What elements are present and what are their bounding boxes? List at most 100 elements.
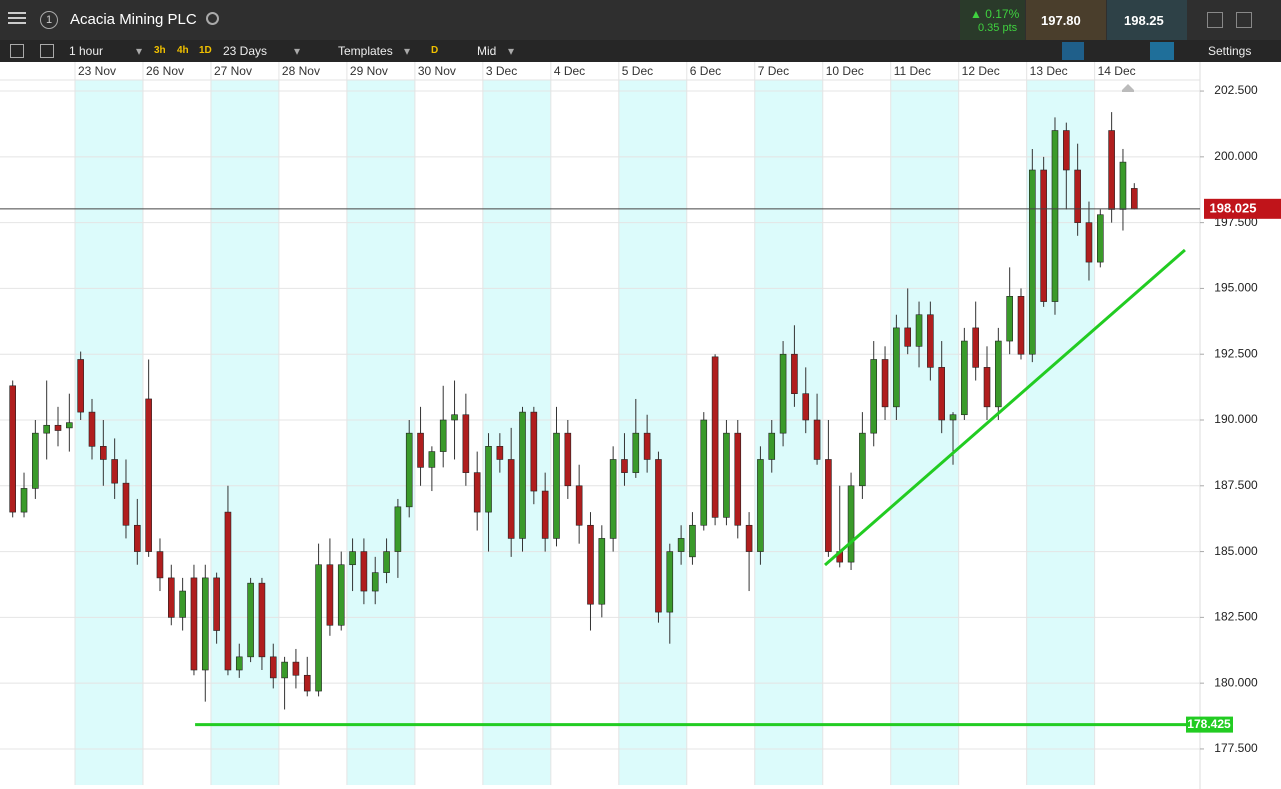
candle-body bbox=[643, 432, 651, 460]
buy-button[interactable]: 198.25 bbox=[1107, 0, 1187, 40]
candle-body bbox=[201, 577, 209, 671]
session-shade bbox=[210, 80, 279, 785]
candle-body bbox=[915, 314, 923, 347]
session-shade bbox=[1026, 80, 1095, 785]
candle-body bbox=[9, 385, 16, 513]
candle-body bbox=[485, 446, 492, 513]
x-tick-label: 23 Nov bbox=[78, 64, 116, 78]
candle-body bbox=[394, 506, 402, 552]
session-shade bbox=[346, 80, 415, 785]
current-price-label: 198.025 bbox=[1210, 200, 1257, 215]
candle-body bbox=[43, 424, 50, 434]
candle-body bbox=[122, 482, 130, 526]
x-tick-label: 6 Dec bbox=[690, 64, 721, 78]
candle-body bbox=[655, 459, 662, 613]
candle-body bbox=[598, 538, 606, 605]
candle-body bbox=[496, 446, 504, 460]
interval-select[interactable]: 1 hour bbox=[69, 44, 104, 58]
candle-body bbox=[609, 459, 617, 539]
y-tick-label: 182.500 bbox=[1214, 610, 1258, 624]
candle-body bbox=[66, 422, 73, 429]
quick-interval[interactable]: 3h bbox=[154, 45, 166, 56]
candle-body bbox=[349, 551, 356, 566]
quick-interval[interactable]: 4h bbox=[177, 45, 189, 56]
candle-body bbox=[1051, 130, 1059, 302]
candle-body bbox=[949, 414, 957, 421]
settings-button[interactable]: Settings bbox=[1208, 44, 1252, 58]
badge-icon[interactable]: 1 bbox=[40, 11, 58, 29]
candle-body bbox=[179, 590, 186, 618]
candle-body bbox=[927, 314, 934, 368]
y-tick-label: 202.500 bbox=[1214, 83, 1258, 97]
candle-body bbox=[167, 577, 175, 618]
candle-body bbox=[269, 656, 277, 679]
candle-body bbox=[1006, 296, 1013, 342]
active-tool[interactable] bbox=[1150, 42, 1174, 60]
candle-body bbox=[1119, 161, 1127, 210]
price-type-select[interactable]: Mid bbox=[477, 44, 497, 58]
session-shade bbox=[482, 80, 551, 785]
candle-body bbox=[292, 661, 300, 676]
candle-body bbox=[371, 572, 379, 592]
candle-body bbox=[258, 582, 266, 658]
candle-body bbox=[235, 656, 243, 671]
x-tick-label: 3 Dec bbox=[486, 64, 517, 78]
candle-body bbox=[564, 432, 572, 487]
candle-body bbox=[1017, 296, 1025, 355]
candle-body bbox=[870, 359, 878, 434]
search-icon[interactable] bbox=[206, 12, 219, 25]
dropdown-arrow: ▾ bbox=[404, 44, 411, 58]
x-tick-label: 29 Nov bbox=[350, 64, 388, 78]
layout-icon[interactable] bbox=[40, 44, 54, 58]
sell-button[interactable]: 197.80 bbox=[1026, 0, 1106, 40]
candle-body bbox=[553, 432, 560, 539]
candle-body bbox=[247, 582, 254, 658]
buy-price: 198.25 bbox=[1124, 13, 1164, 28]
trend-line bbox=[824, 248, 1186, 567]
candle-body bbox=[519, 411, 526, 539]
candle-body bbox=[303, 674, 311, 692]
candle-body bbox=[439, 419, 447, 452]
candle-body bbox=[134, 524, 141, 552]
y-tick-label: 195.000 bbox=[1214, 281, 1258, 295]
candle-body bbox=[587, 524, 594, 605]
candle-body bbox=[757, 459, 764, 552]
x-tick-label: 30 Nov bbox=[418, 64, 456, 78]
y-tick-label: 187.500 bbox=[1214, 478, 1258, 492]
range-select[interactable]: 23 Days bbox=[223, 44, 268, 58]
quick-interval[interactable]: 1D bbox=[199, 45, 212, 56]
candle-body bbox=[530, 411, 538, 492]
candle-body bbox=[961, 340, 968, 416]
candle-body bbox=[428, 451, 436, 468]
candle-body bbox=[995, 340, 1002, 408]
candle-body bbox=[677, 538, 685, 552]
support-label-box bbox=[1186, 716, 1233, 733]
candle-body bbox=[689, 524, 696, 558]
candle-body bbox=[791, 353, 798, 394]
scroll-marker[interactable] bbox=[1122, 84, 1134, 92]
mode-button[interactable]: D bbox=[431, 45, 439, 56]
x-tick-label: 12 Dec bbox=[962, 64, 1000, 78]
active-tool[interactable] bbox=[1062, 42, 1084, 60]
candle-body bbox=[893, 327, 900, 408]
candle-body bbox=[904, 327, 912, 347]
popout-icon[interactable] bbox=[1236, 12, 1252, 28]
candle-body bbox=[938, 367, 945, 421]
candle-body bbox=[507, 459, 515, 539]
panel-icon[interactable] bbox=[10, 44, 24, 58]
candle-body bbox=[1130, 188, 1138, 210]
candle-body bbox=[224, 511, 232, 671]
templates-select[interactable]: Templates bbox=[338, 44, 393, 58]
candle-body bbox=[417, 432, 424, 468]
change-pct: ▲ 0.17% bbox=[970, 7, 1020, 21]
candle-body bbox=[462, 414, 470, 473]
y-tick-label: 200.000 bbox=[1214, 149, 1258, 163]
candle-body bbox=[972, 327, 979, 368]
candle-body bbox=[983, 367, 991, 408]
candle-body bbox=[337, 564, 345, 626]
menu-icon[interactable] bbox=[8, 12, 26, 14]
candle-body bbox=[700, 419, 708, 526]
x-tick-label: 26 Nov bbox=[146, 64, 184, 78]
minimize-icon[interactable] bbox=[1207, 12, 1223, 28]
